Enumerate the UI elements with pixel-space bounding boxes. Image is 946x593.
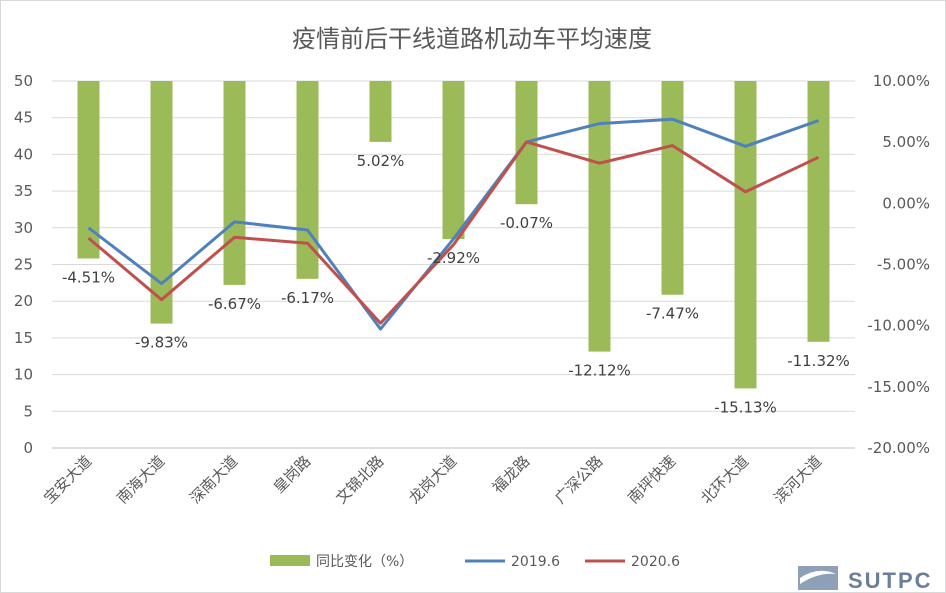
legend: 同比变化（%） 2019.6 2020.6 [270,554,680,570]
category-label: 龙岗大道 [405,452,460,507]
bar [296,81,319,279]
bar-data-label: -4.51% [62,269,115,287]
left-axis-tick: 45 [14,109,33,127]
left-axis-tick: 15 [14,329,33,347]
right-axis-tick: -5.00% [877,256,930,274]
bar-data-label: -11.32% [787,352,850,370]
bar-data-label: -2.92% [427,249,480,267]
bar-data-label: -6.67% [208,295,261,313]
chart-title: 疫情前后干线道路机动车平均速度 [292,25,652,53]
logo-icon-swoosh [800,570,836,584]
bar [223,81,246,285]
bar [369,81,392,142]
right-axis-tick: -20.00% [867,439,930,457]
bar-data-label: -15.13% [714,398,777,416]
right-axis-tick: -10.00% [867,317,930,335]
line-series [87,117,820,331]
left-axis-tick: 5 [23,402,33,420]
right-axis-tick: 10.00% [873,72,930,90]
series-line-2019.6 [87,117,819,331]
category-label: 宝安大道 [40,452,95,507]
bar [442,81,465,240]
left-axis-tick: 25 [14,256,33,274]
category-label: 南海大道 [113,452,168,507]
category-label: 滨河大道 [770,452,825,507]
series-line-2020.6 [87,140,820,325]
legend-swatch-bar [270,555,310,566]
bar-data-label: -9.83% [135,334,188,352]
category-label: 广深公路 [551,452,606,507]
bar [807,81,830,342]
category-label: 皇岗路 [270,452,315,497]
bar [734,81,757,389]
category-label: 深南大道 [186,452,241,507]
left-axis-tick: 35 [14,182,33,200]
bar-data-label: -12.12% [568,362,631,380]
bar [150,81,173,324]
legend-label-2020: 2020.6 [631,554,680,570]
left-axis-tick: 40 [14,145,33,163]
bar [588,81,611,352]
bar-series [77,81,830,389]
sutpc-logo: SUTPC [798,566,933,593]
right-axis-tick: 0.00% [882,194,930,212]
bar-data-label: -7.47% [646,305,699,323]
bar [661,81,684,295]
left-axis-tick: 20 [14,292,33,310]
category-label: 文锦北路 [332,452,387,507]
category-label: 南坪快速 [624,452,679,507]
logo-text: SUTPC [848,568,933,593]
right-axis-tick: -15.00% [867,378,930,396]
left-axis-tick: 0 [23,439,33,457]
right-axis-tick: 5.00% [882,133,930,151]
data-labels: -4.51% -9.83% -6.67% -6.17% 5.02% -2.92% -0.07… [62,152,850,417]
bar-data-label: -6.17% [281,289,334,307]
bar-data-label: 5.02% [357,152,405,170]
left-axis-tick: 10 [14,366,33,384]
legend-label-2019: 2019.6 [511,554,560,570]
left-axis-tick: 30 [14,219,33,237]
bar-data-label: -0.07% [500,214,553,232]
left-axis-tick: 50 [14,72,33,90]
bar [77,81,100,259]
legend-label-bar: 同比变化（%） [316,554,413,570]
category-label: 北环大道 [697,452,752,507]
category-label: 福龙路 [489,452,534,497]
